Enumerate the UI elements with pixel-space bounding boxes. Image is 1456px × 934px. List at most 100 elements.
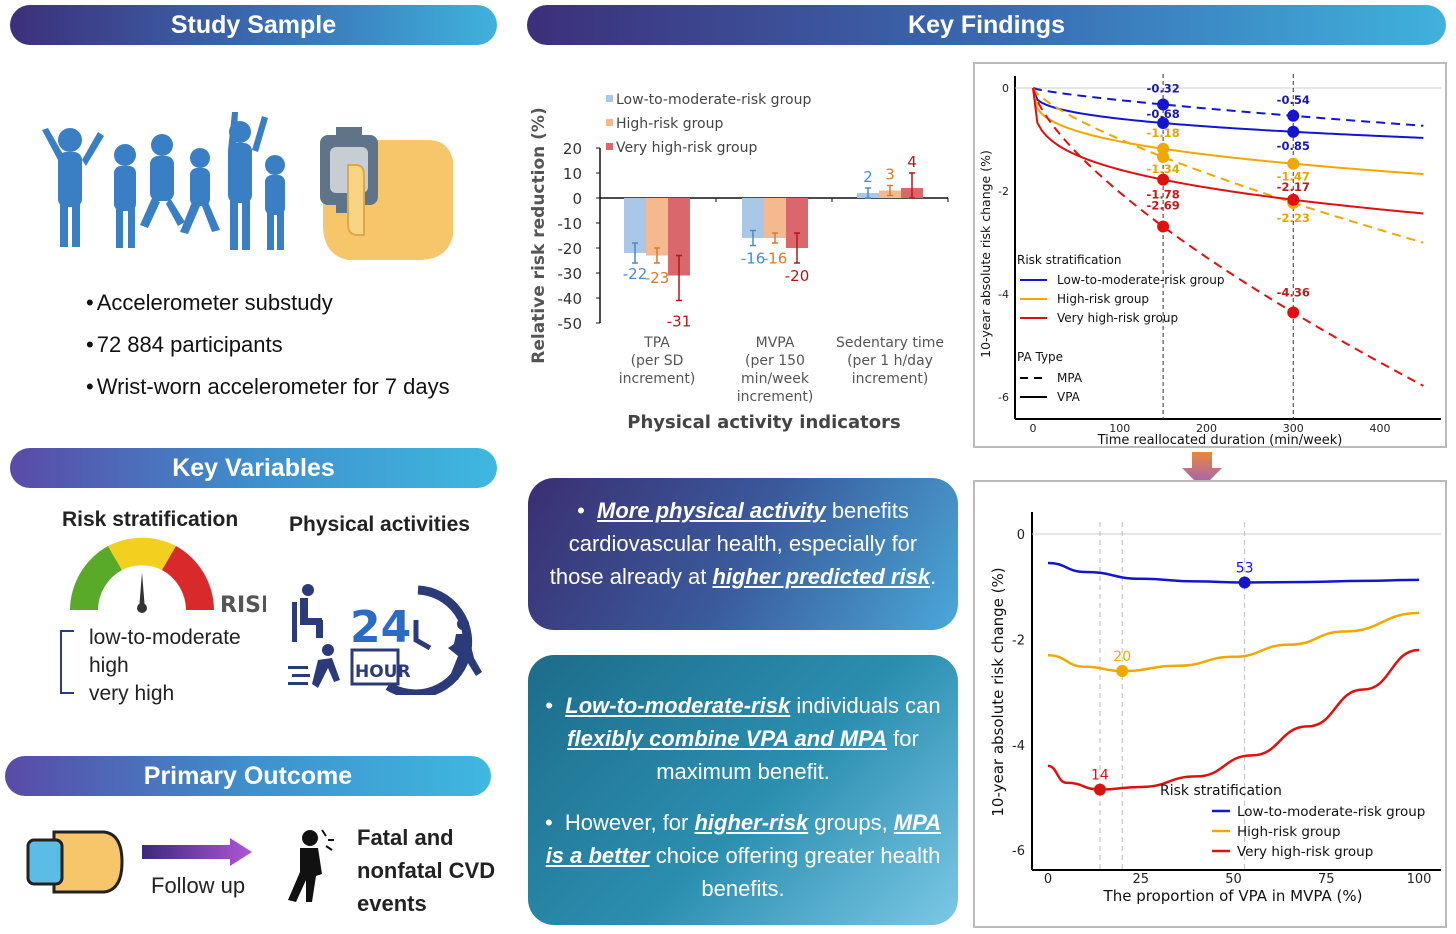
time-reallocation-line-chart: 0 -2 -4 -6 0 100 200 300 400 Time reallocated dur…	[978, 74, 1441, 448]
legend-label: Low-to-moderate-risk group	[616, 92, 811, 108]
emphasis-higher-risk-groups: higher-risk	[694, 810, 809, 835]
legend-label: Low-to-moderate-risk group	[1057, 273, 1224, 287]
key-findings-header: Key Findings	[527, 5, 1446, 45]
data-label: -23	[645, 269, 670, 287]
error-bar	[865, 187, 871, 199]
risk-level-low-moderate: low-to-moderate	[89, 626, 241, 649]
point-label: -2.17	[1277, 180, 1310, 194]
bar	[624, 198, 646, 253]
error-bar	[794, 232, 800, 264]
series-line	[1032, 87, 1424, 387]
x-tick-label: 0	[1044, 872, 1052, 887]
emphasis-mpa-better: MPA is a better	[545, 810, 942, 868]
optimum-point	[1093, 783, 1106, 796]
data-point	[1287, 109, 1300, 122]
physical-activity-24-hour-icon: 24 HOUR	[288, 584, 482, 695]
bar	[742, 198, 764, 238]
y-tick-label: -4	[998, 288, 1009, 301]
follow-up-arrow-icon	[142, 838, 252, 866]
bar	[668, 198, 690, 276]
bullet-dot: •	[577, 498, 598, 523]
legend-label: High-risk group	[1237, 824, 1341, 840]
legend-title: Risk stratification	[1017, 253, 1121, 267]
clock-label: HOUR	[355, 662, 411, 682]
outcome-line: Fatal and	[357, 825, 454, 850]
y-tick-label: -50	[558, 315, 583, 333]
finding-box-2: • Low-to-moderate-risk individuals can f…	[528, 655, 958, 925]
finding-text: individuals can	[790, 693, 941, 718]
bullet-accelerometer: Wrist-worn accelerometer for 7 days	[86, 374, 450, 400]
legend-label: High-risk group	[1057, 292, 1149, 306]
legend-title: PA Type	[1017, 350, 1063, 364]
emphasis-more-pa: More physical activity	[597, 498, 826, 523]
relative-risk-bar-chart: 20 10 0 -10 -20 -30 -40 -50 Relative risk reduct…	[529, 92, 949, 433]
primary-outcome-text: Fatal and nonfatal CVD events	[357, 821, 495, 920]
x-tick-label: 50	[1225, 872, 1242, 887]
error-bar	[887, 184, 893, 197]
optimum-point	[1238, 576, 1251, 589]
category-label: (per SD	[631, 353, 684, 369]
bullet-substudy: Accelerometer substudy	[86, 290, 333, 316]
series-line	[1032, 87, 1424, 127]
x-tick-label: 0	[1030, 422, 1037, 435]
y-tick-label: -4	[1012, 739, 1025, 754]
legend-title: Risk stratification	[1160, 783, 1282, 799]
error-bar	[632, 242, 638, 264]
category-label: increment)	[737, 389, 814, 405]
point-label: -0.85	[1277, 139, 1310, 153]
follow-up-label: Follow up	[151, 873, 246, 898]
finding-text: choice offering greater health benefits.	[649, 843, 941, 901]
legend-label: VPA	[1057, 390, 1081, 404]
y-tick-label: -40	[558, 290, 583, 308]
data-label: -31	[667, 313, 692, 331]
x-tick-label: 100	[1407, 872, 1432, 887]
bar	[764, 198, 786, 238]
series-line	[1032, 87, 1424, 176]
y-axis-title: 10-year absolute risk change (%)	[978, 150, 993, 358]
people-jumping-icon	[42, 112, 285, 250]
data-point	[1287, 157, 1300, 170]
risk-level-list: low-to-moderate high very high	[89, 624, 241, 708]
y-tick-label: -6	[998, 391, 1009, 404]
risk-level-high: high	[89, 654, 129, 677]
error-bar	[750, 229, 756, 247]
category-label: (per 150	[745, 353, 805, 369]
point-label: -0.68	[1147, 107, 1180, 121]
error-bar	[772, 232, 778, 244]
risk-gauge-icon: RISK	[70, 537, 266, 616]
data-point	[1287, 306, 1300, 319]
series-line	[1047, 648, 1420, 791]
finding-text: benefits cardiovascular health, especial…	[549, 498, 918, 589]
bullet-participants: 72 884 participants	[86, 332, 283, 358]
category-label: (per 1 h/day	[847, 353, 933, 369]
y-tick-label: 0	[1017, 528, 1025, 543]
x-tick-label: 300	[1283, 422, 1304, 435]
legend-label: MPA	[1057, 371, 1083, 385]
data-point	[1287, 193, 1300, 206]
error-bar	[909, 172, 915, 199]
point-label: -2.69	[1147, 199, 1180, 213]
error-bar	[676, 254, 682, 302]
series-line	[1032, 87, 1424, 139]
study-sample-header: Study Sample	[10, 5, 497, 45]
vpa-proportion-line-chart: 0 -2 -4 -6 0 25 50 75 100 The proportion of VPA i…	[989, 512, 1441, 905]
data-point	[1157, 117, 1170, 130]
down-arrow-icon	[1182, 452, 1222, 488]
x-tick-label: 200	[1196, 422, 1217, 435]
optimum-point	[1116, 665, 1129, 678]
legend-label: Very high-risk group	[1057, 311, 1178, 325]
bar	[646, 198, 668, 256]
data-label: 2	[863, 168, 873, 186]
reallocation-chart-box: 0 -2 -4 -6 0 100 200 300 400 Time reallocated dur…	[973, 62, 1447, 448]
svg-text:RISK: RISK	[220, 593, 266, 616]
x-axis-title: Physical activity indicators	[627, 412, 900, 433]
finding-box-1: • More physical activity benefits cardio…	[528, 478, 958, 630]
finding-bullet-2: • However, for higher-risk groups, MPA i…	[544, 810, 942, 901]
y-tick-label: -10	[558, 215, 583, 233]
study-sample-title: Study Sample	[170, 10, 337, 39]
data-label: -16	[741, 250, 766, 268]
outcome-line: nonfatal CVD	[357, 858, 496, 883]
y-tick-label: 0	[1002, 82, 1009, 95]
x-axis-title: Time reallocated duration (min/week)	[1097, 433, 1343, 446]
y-tick-label: -6	[1012, 844, 1025, 859]
